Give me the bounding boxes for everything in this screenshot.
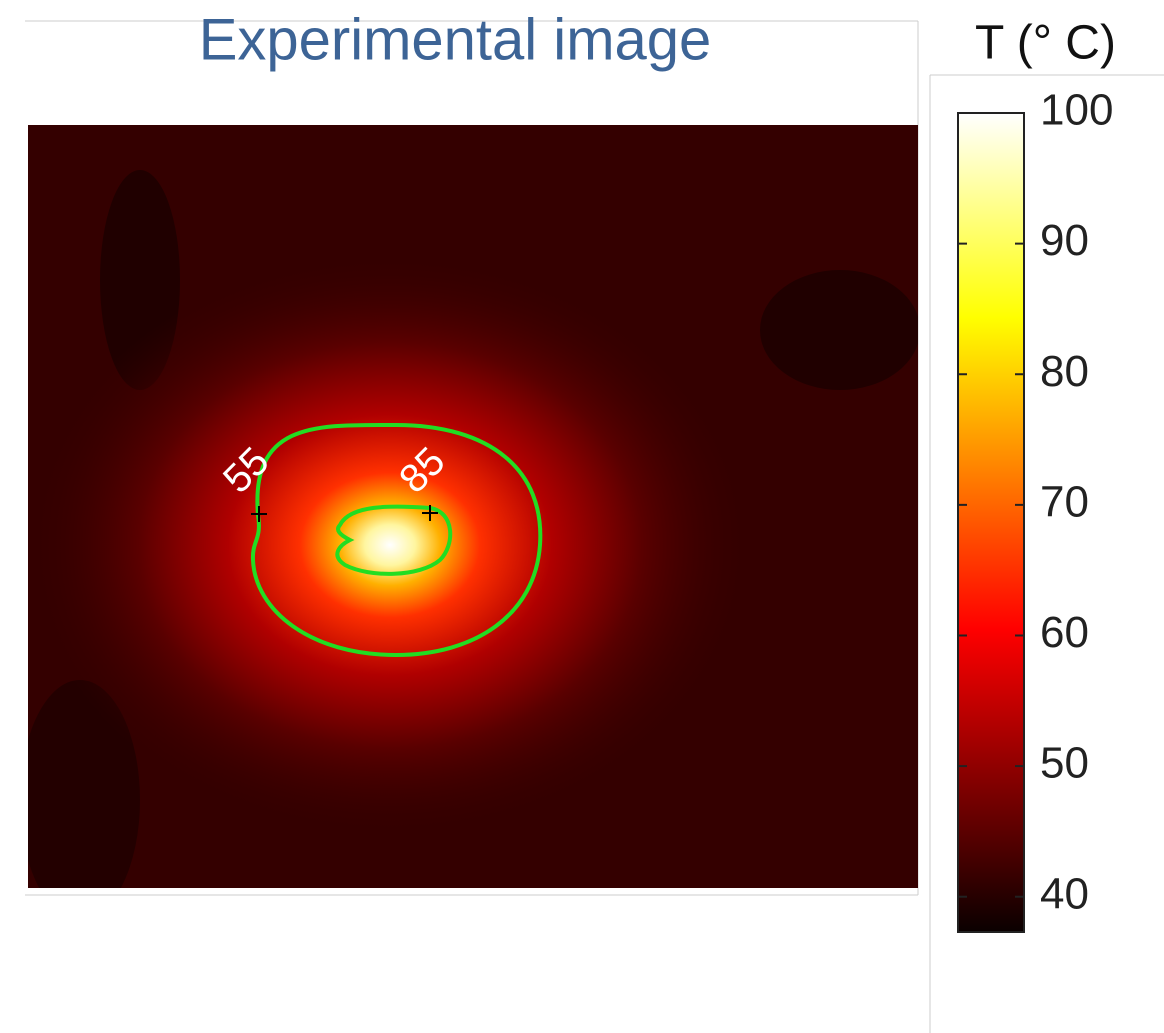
colorbar-tick-label: 80	[1040, 347, 1089, 396]
colorbar-tick-label: 70	[1040, 477, 1089, 526]
colorbar-label: T (° C)	[975, 17, 1116, 70]
chart-title: Experimental image	[199, 7, 712, 72]
thermal-image	[20, 125, 920, 920]
colorbar-tick-label: 40	[1040, 869, 1089, 918]
colorbar	[958, 113, 1024, 932]
figure: Experimental image T (° C) 55 85 4050607…	[0, 0, 1164, 1033]
colorbar-tick-label: 100	[1040, 86, 1113, 135]
colorbar-tick-label: 60	[1040, 608, 1089, 657]
colorbar-tick-label: 90	[1040, 216, 1089, 265]
colorbar-tick-label: 50	[1040, 739, 1089, 788]
